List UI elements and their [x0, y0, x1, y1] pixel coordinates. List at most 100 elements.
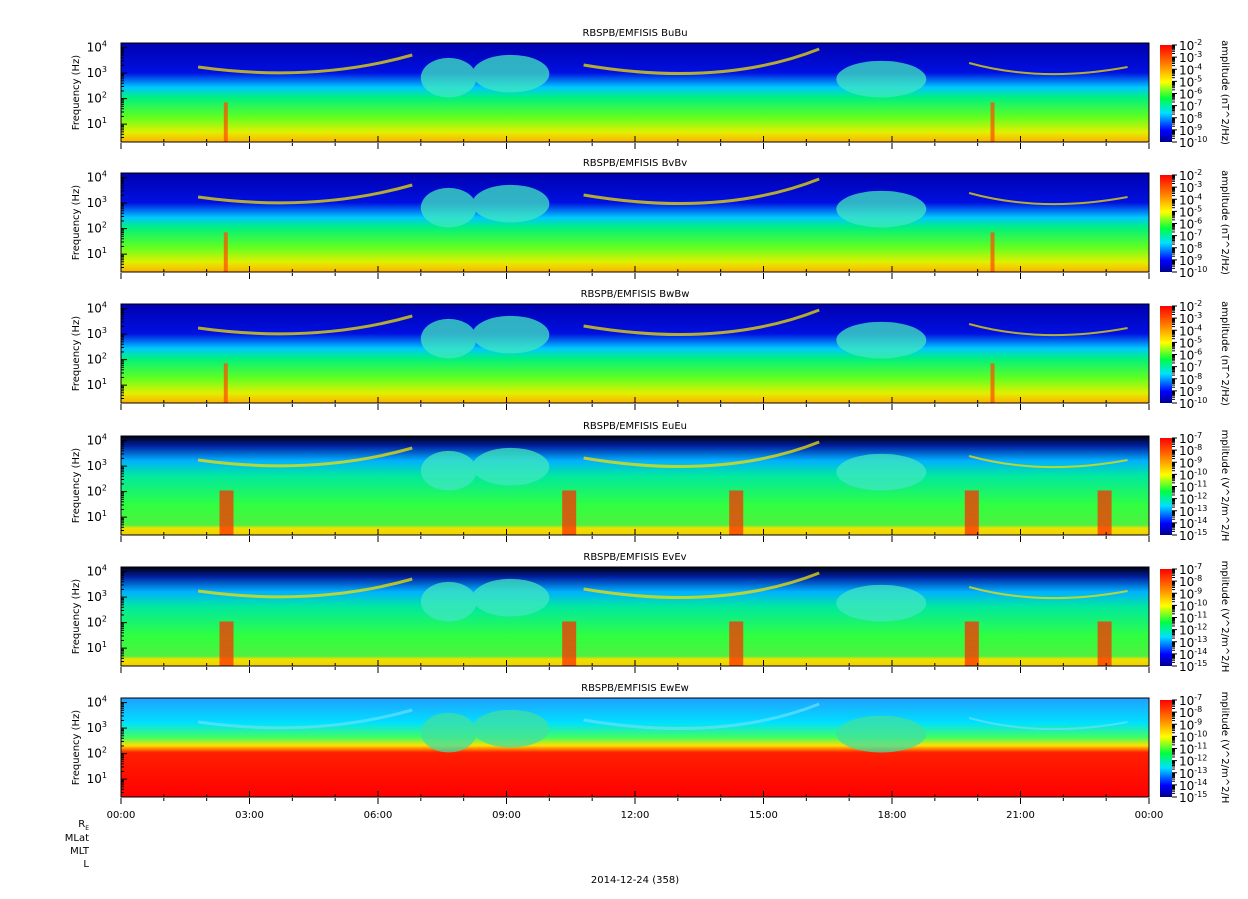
colorbar-tick-label: 10-10	[1179, 135, 1207, 150]
colorbar-tick-label: 10-7	[1179, 229, 1202, 244]
y-axis-label: Frequency (Hz)	[71, 710, 82, 786]
y-tick-label: 102	[87, 91, 107, 106]
wave-emission	[836, 321, 927, 359]
y-tick-label: 101	[87, 377, 107, 392]
colorbar-tick-label: 10-9	[1179, 253, 1202, 268]
y-tick-label: 103	[87, 195, 107, 210]
colorbar-tick-label: 10-10	[1179, 598, 1207, 613]
colorbar-tick-label: 10-11	[1179, 611, 1207, 626]
chorus-arc	[583, 571, 820, 600]
broadband-burst	[729, 490, 744, 535]
x-tick-label: 06:00	[364, 810, 393, 821]
chorus-arc	[583, 440, 820, 469]
wave-emission	[472, 447, 550, 486]
colorbar-tick-label: 10-9	[1179, 123, 1202, 138]
y-tick-label: 101	[87, 246, 107, 261]
y-tick-label: 102	[87, 221, 107, 236]
broadband-burst	[990, 363, 995, 403]
wave-emission	[836, 715, 927, 753]
colorbar-tick-label: 10-4	[1179, 323, 1202, 338]
colorbar-tick-label: 10-15	[1179, 659, 1207, 674]
wave-emission	[420, 450, 477, 491]
wave-emission	[472, 54, 550, 93]
colorbar-label: amplitude (nT^2/Hz)	[1219, 40, 1230, 145]
colorbar-tick-label: 10-8	[1179, 574, 1202, 589]
colorbar-tick-label: 10-7	[1179, 99, 1202, 114]
x-tick-label: 09:00	[492, 810, 521, 821]
spectrogram-image	[121, 304, 1149, 403]
colorbar-tick-label: 10-12	[1179, 492, 1207, 507]
chorus-arc	[968, 323, 1128, 337]
colorbar-tick-label: 10-7	[1179, 562, 1202, 577]
chorus-arc	[583, 47, 820, 76]
colorbar	[1160, 306, 1172, 403]
colorbar-tick-label: 10-10	[1179, 396, 1207, 411]
date-label: 2014-12-24 (358)	[590, 875, 680, 886]
y-tick-label: 103	[87, 458, 107, 473]
colorbar-tick-label: 10-7	[1179, 693, 1202, 708]
chorus-arc	[197, 577, 413, 599]
broadband-burst	[1097, 490, 1112, 535]
broadband-burst	[1097, 621, 1112, 666]
broadband-burst	[223, 102, 228, 142]
y-axis-label: Frequency (Hz)	[71, 55, 82, 131]
broadband-burst	[223, 232, 228, 272]
colorbar-tick-label: 10-15	[1179, 790, 1207, 805]
colorbar	[1160, 175, 1172, 272]
colorbar-tick-label: 10-11	[1179, 480, 1207, 495]
panel-title: RBSPB/EMFISIS EvEv	[583, 552, 686, 563]
colorbar-tick-label: 10-9	[1179, 586, 1202, 601]
broadband-burst	[223, 363, 228, 403]
broadband-burst	[562, 621, 577, 666]
colorbar-tick-label: 10-4	[1179, 192, 1202, 207]
chorus-arc	[197, 53, 413, 75]
colorbar-tick-label: 10-14	[1179, 778, 1207, 793]
y-tick-label: 103	[87, 326, 107, 341]
y-axis-label: Frequency (Hz)	[71, 316, 82, 392]
ephemeris-label-re: RE	[78, 819, 89, 832]
spectrogram-image	[121, 436, 1149, 535]
y-tick-label: 101	[87, 771, 107, 786]
colorbar-tick-label: 10-2	[1179, 168, 1202, 183]
colorbar-tick-label: 10-13	[1179, 635, 1207, 650]
chorus-arc	[583, 177, 820, 206]
colorbar-tick-label: 10-6	[1179, 217, 1202, 232]
colorbar-tick-label: 10-6	[1179, 348, 1202, 363]
colorbar-tick-label: 10-9	[1179, 384, 1202, 399]
colorbar-tick-label: 10-2	[1179, 38, 1202, 53]
colorbar-tick-label: 10-10	[1179, 729, 1207, 744]
colorbar-label: amplitude (nT^2/Hz)	[1219, 301, 1230, 406]
colorbar-tick-label: 10-12	[1179, 754, 1207, 769]
colorbar-tick-label: 10-4	[1179, 62, 1202, 77]
spectrogram-features	[197, 440, 1128, 535]
colorbar-tick-label: 10-9	[1179, 455, 1202, 470]
colorbar-tick-label: 10-7	[1179, 431, 1202, 446]
colorbar-tick-label: 10-10	[1179, 265, 1207, 280]
chorus-arc	[197, 446, 413, 468]
panel-2: RBSPB/EMFISIS BwBw 101 102 103 104 Frequency …	[71, 289, 1230, 411]
ephemeris-label-mlat: MLat	[64, 833, 89, 844]
x-tick-label: 12:00	[621, 810, 650, 821]
wave-emission	[472, 709, 550, 748]
spectrogram-image	[121, 173, 1149, 272]
colorbar	[1160, 700, 1172, 797]
wave-emission	[420, 57, 477, 98]
broadband-burst	[964, 490, 979, 535]
colorbar-tick-label: 10-9	[1179, 717, 1202, 732]
colorbar-tick-label: 10-5	[1179, 74, 1202, 89]
colorbar-tick-label: 10-10	[1179, 467, 1207, 482]
wave-emission	[420, 187, 477, 228]
spectrogram-features	[197, 702, 1128, 753]
panel-title: RBSPB/EMFISIS BwBw	[581, 289, 690, 300]
panel-1: RBSPB/EMFISIS BvBv 101 102 103 104 Frequency …	[71, 158, 1230, 280]
panel-3: RBSPB/EMFISIS EuEu 101 102 103 104 Frequency …	[71, 421, 1230, 543]
broadband-burst	[562, 490, 577, 535]
y-tick-label: 103	[87, 720, 107, 735]
colorbar-tick-label: 10-2	[1179, 299, 1202, 314]
y-tick-label: 104	[87, 170, 107, 185]
spectrogram-features	[197, 571, 1128, 666]
y-tick-label: 104	[87, 40, 107, 55]
wave-emission	[472, 315, 550, 354]
colorbar-tick-label: 10-5	[1179, 204, 1202, 219]
panel-title: RBSPB/EMFISIS BuBu	[582, 28, 687, 39]
